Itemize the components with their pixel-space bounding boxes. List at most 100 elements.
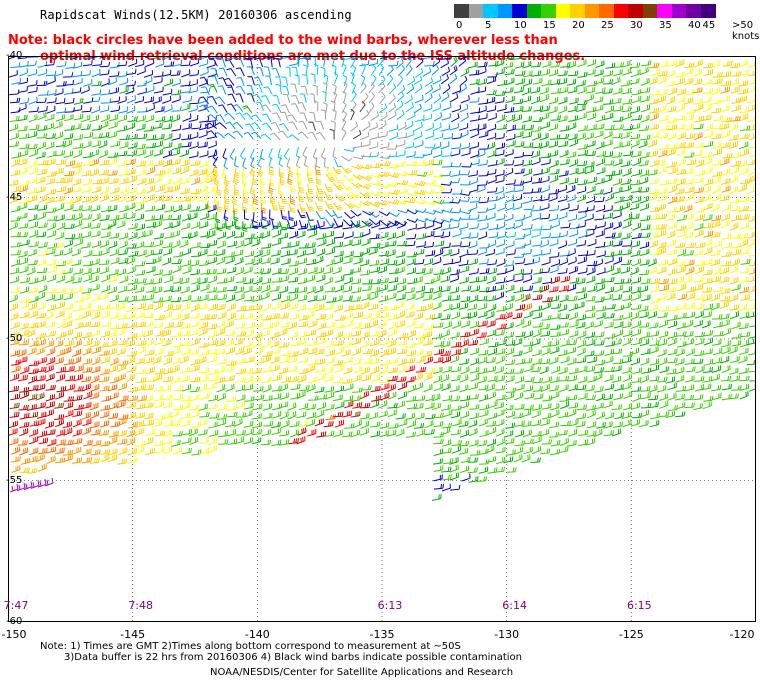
wind-barb <box>127 333 138 339</box>
wind-barb <box>344 56 355 60</box>
wind-barb <box>550 56 556 58</box>
wind-barb <box>370 74 377 87</box>
wind-barb <box>83 132 94 139</box>
wind-barb <box>135 357 145 365</box>
wind-barb <box>19 266 29 274</box>
wind-barb <box>154 301 164 311</box>
wind-barb <box>107 204 118 212</box>
wind-barb <box>26 267 36 276</box>
wind-barb <box>173 321 184 328</box>
wind-barb <box>107 286 117 294</box>
wind-barb <box>343 174 354 183</box>
wind-barb <box>324 230 334 238</box>
wind-barb <box>280 350 291 357</box>
wind-barb <box>361 374 372 382</box>
wind-barb <box>539 366 549 375</box>
wind-barb <box>89 275 99 283</box>
wind-barb <box>56 61 67 68</box>
wind-barb <box>315 303 325 312</box>
wind-barb <box>522 274 532 283</box>
wind-barb <box>548 188 560 195</box>
wind-barb <box>19 447 29 456</box>
wind-barb <box>253 249 263 258</box>
wind-barb <box>604 124 615 131</box>
wind-barb <box>468 203 478 212</box>
wind-barb <box>720 220 730 229</box>
wind-barb <box>170 364 180 374</box>
wind-barb <box>693 394 704 401</box>
wind-barb <box>486 366 497 373</box>
wind-barb <box>117 430 127 437</box>
wind-barb <box>152 356 162 365</box>
wind-barb <box>315 366 326 373</box>
wind-barb <box>720 95 730 103</box>
wind-barb <box>36 267 48 274</box>
wind-barb <box>395 428 405 437</box>
wind-barb <box>449 222 460 229</box>
wind-barb <box>198 327 208 337</box>
wind-barb <box>729 62 741 69</box>
wind-barb <box>45 373 55 382</box>
wind-barb <box>432 312 442 320</box>
wind-barb <box>648 178 659 185</box>
wind-barb <box>658 278 669 285</box>
wind-barb <box>450 56 460 57</box>
legend-swatch <box>541 4 556 18</box>
wind-barb <box>432 142 442 150</box>
wind-barb <box>503 303 513 311</box>
wind-barb <box>720 177 731 185</box>
wind-barb <box>215 339 226 347</box>
wind-barb <box>629 203 640 211</box>
wind-barb <box>109 376 120 384</box>
wind-barb <box>116 302 126 311</box>
wind-barb <box>719 194 730 202</box>
wind-barb <box>559 437 569 446</box>
wind-barb <box>224 338 234 347</box>
wind-barb <box>243 238 253 247</box>
wind-barb <box>35 453 45 463</box>
wind-barb <box>638 160 649 167</box>
wind-barb <box>613 393 623 401</box>
wind-barb <box>719 266 730 275</box>
wind-barb <box>9 195 19 204</box>
wind-barb <box>344 304 354 312</box>
wind-barb <box>667 314 678 321</box>
wind-barb <box>495 456 506 465</box>
wind-barb <box>451 341 462 348</box>
wind-barb <box>748 142 756 149</box>
wind-barb <box>236 394 246 402</box>
wind-barb <box>324 366 334 375</box>
wind-barb <box>118 169 128 177</box>
wind-barb <box>469 328 479 337</box>
wind-barb <box>307 224 318 231</box>
wind-barb <box>476 184 486 193</box>
wind-barb <box>74 365 84 373</box>
wind-barb <box>622 419 632 428</box>
wind-barb <box>676 331 687 337</box>
wind-barb <box>523 385 534 392</box>
wind-barb <box>127 447 137 456</box>
wind-barb <box>190 188 202 195</box>
wind-barb <box>695 159 705 168</box>
wind-barb <box>406 83 415 95</box>
wind-barb <box>98 150 108 159</box>
wind-barb <box>504 392 514 400</box>
wind-barb <box>251 238 261 247</box>
wind-barb <box>659 400 669 409</box>
wind-barb <box>433 269 444 275</box>
wind-barb <box>711 176 721 185</box>
wind-barb <box>684 338 694 346</box>
wind-barb <box>73 374 83 382</box>
wind-barb <box>613 69 623 77</box>
wind-barb <box>683 330 694 338</box>
wind-barb <box>173 251 183 258</box>
wind-barb <box>441 188 453 194</box>
wind-barb <box>143 412 154 420</box>
wind-barb <box>523 124 534 131</box>
wind-barb <box>191 421 201 428</box>
wind-barb <box>289 194 296 205</box>
wind-barb <box>458 447 469 455</box>
wind-barb <box>514 258 526 265</box>
wind-barb <box>568 204 579 212</box>
wind-barb <box>36 275 46 283</box>
